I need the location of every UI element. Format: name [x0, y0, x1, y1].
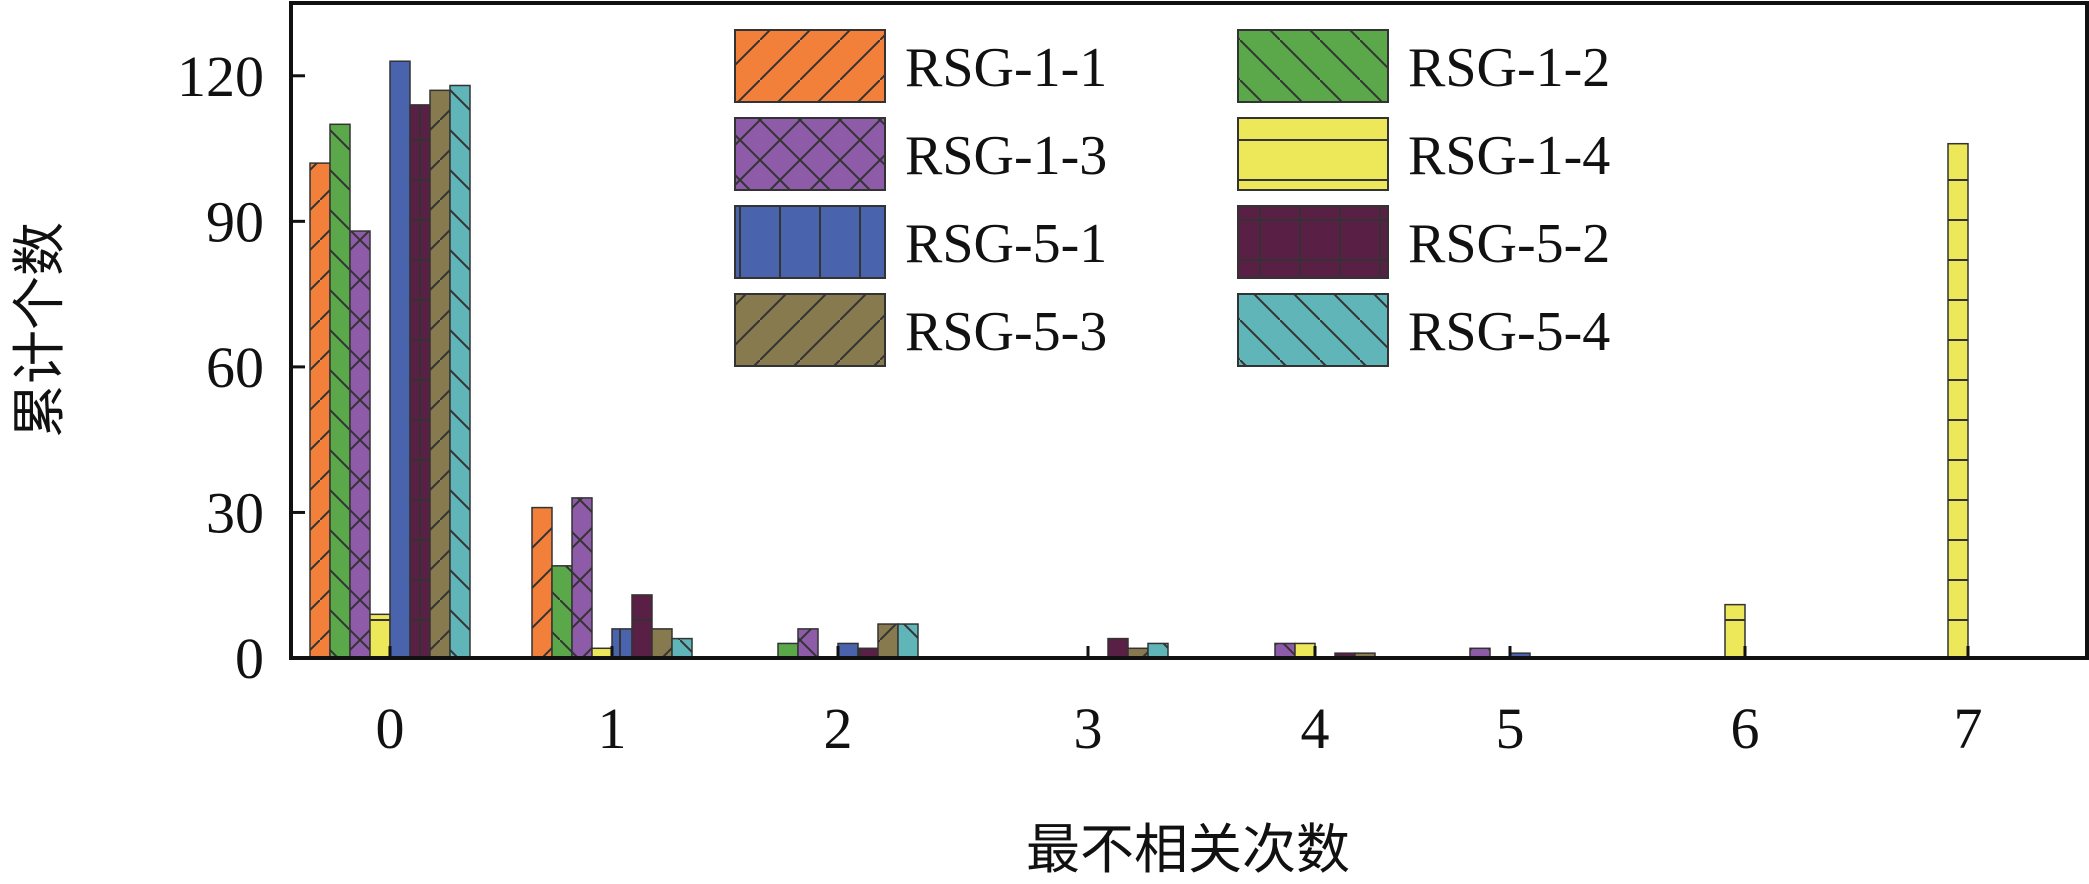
bar-RSG-5-3-cat-1	[651, 628, 673, 659]
bar-RSG-5-4-cat-0	[449, 84, 471, 659]
x-tick-label: 1	[598, 696, 627, 761]
x-axis: 0 1 2 3 4 5 6 7	[376, 646, 1983, 761]
bar-RSG-1-4-cat-4	[1294, 642, 1316, 659]
bar-RSG-1-2-cat-1	[551, 565, 573, 659]
legend-swatch	[1237, 293, 1389, 367]
y-tick-label: 0	[235, 626, 264, 691]
bar-RSG-1-3-cat-4	[1274, 642, 1296, 659]
y-tick-label: 60	[206, 335, 264, 400]
bars-layer	[309, 60, 1969, 659]
bar-RSG-5-4-cat-3	[1147, 642, 1169, 659]
y-tick-label: 90	[206, 189, 264, 254]
legend-label: RSG-1-4	[1408, 125, 1610, 187]
legend-item-RSG-1-4: RSG-1-4	[1237, 117, 1610, 191]
legend-label: RSG-1-3	[905, 125, 1107, 187]
legend-label: RSG-1-2	[1408, 37, 1610, 99]
y-tick-label: 30	[206, 480, 264, 545]
bar-RSG-5-2-cat-1	[631, 594, 653, 659]
y-axis: 0 30 60 90 120	[177, 44, 305, 691]
legend-swatch	[734, 205, 886, 279]
bar-RSG-1-4-cat-7	[1947, 142, 1969, 659]
bar-RSG-5-4-cat-2	[897, 623, 919, 659]
plot-frame	[289, 1, 2089, 660]
legend-item-RSG-5-1: RSG-5-1	[734, 205, 1107, 279]
legend-swatch	[734, 117, 886, 191]
bar-RSG-5-3-cat-2	[877, 623, 899, 659]
legend-swatch	[1237, 205, 1389, 279]
bar-RSG-1-2-cat-2	[777, 642, 799, 659]
legend-swatch	[734, 293, 886, 367]
legend-swatch	[734, 29, 886, 103]
bar-RSG-1-1-cat-0	[309, 162, 331, 659]
x-tick-label: 2	[824, 696, 853, 761]
x-tick-label: 3	[1074, 696, 1103, 761]
x-axis-title: 最不相关次数	[1026, 818, 1350, 881]
bar-RSG-1-4-cat-6	[1724, 603, 1746, 659]
legend-label: RSG-5-3	[905, 301, 1107, 363]
x-tick-label: 5	[1496, 696, 1525, 761]
x-tick-label: 4	[1301, 696, 1330, 761]
bar-RSG-5-1-cat-1	[611, 628, 633, 659]
bar-RSG-1-3-cat-0	[349, 230, 371, 659]
y-axis-title: 累计个数	[8, 222, 71, 438]
bar-RSG-1-4-cat-0	[369, 613, 391, 659]
legend-item-RSG-1-1: RSG-1-1	[734, 29, 1107, 103]
bar-RSG-5-1-cat-0	[389, 60, 411, 659]
legend-label: RSG-5-4	[1408, 301, 1610, 363]
legend-item-RSG-5-3: RSG-5-3	[734, 293, 1107, 367]
legend-item-RSG-5-2: RSG-5-2	[1237, 205, 1610, 279]
bar-RSG-5-2-cat-0	[409, 104, 431, 659]
bar-RSG-1-3-cat-2	[797, 628, 819, 659]
x-tick-label: 0	[376, 696, 405, 761]
legend-item-RSG-1-2: RSG-1-2	[1237, 29, 1610, 103]
y-tick-label: 120	[177, 44, 264, 109]
x-tick-label: 6	[1731, 696, 1760, 761]
legend-item-RSG-1-3: RSG-1-3	[734, 117, 1107, 191]
bar-RSG-5-2-cat-3	[1107, 637, 1129, 659]
bar-RSG-5-3-cat-0	[429, 89, 451, 659]
legend-swatch	[1237, 29, 1389, 103]
bar-RSG-5-1-cat-2	[837, 642, 859, 659]
legend-item-RSG-5-4: RSG-5-4	[1237, 293, 1610, 367]
legend-swatch	[1237, 117, 1389, 191]
bar-RSG-1-1-cat-1	[531, 506, 553, 659]
legend-label: RSG-5-1	[905, 213, 1107, 275]
bar-RSG-1-2-cat-0	[329, 123, 351, 659]
bar-RSG-5-4-cat-1	[671, 637, 693, 659]
legend-label: RSG-1-1	[905, 37, 1107, 99]
x-tick-label: 7	[1954, 696, 1983, 761]
bar-RSG-1-3-cat-1	[571, 497, 593, 659]
legend: RSG-1-1 RSG-1-2 RSG-1-3 RSG-1-4 RSG-5-1 RSG-5…	[734, 29, 1610, 367]
legend-label: RSG-5-2	[1408, 213, 1610, 275]
